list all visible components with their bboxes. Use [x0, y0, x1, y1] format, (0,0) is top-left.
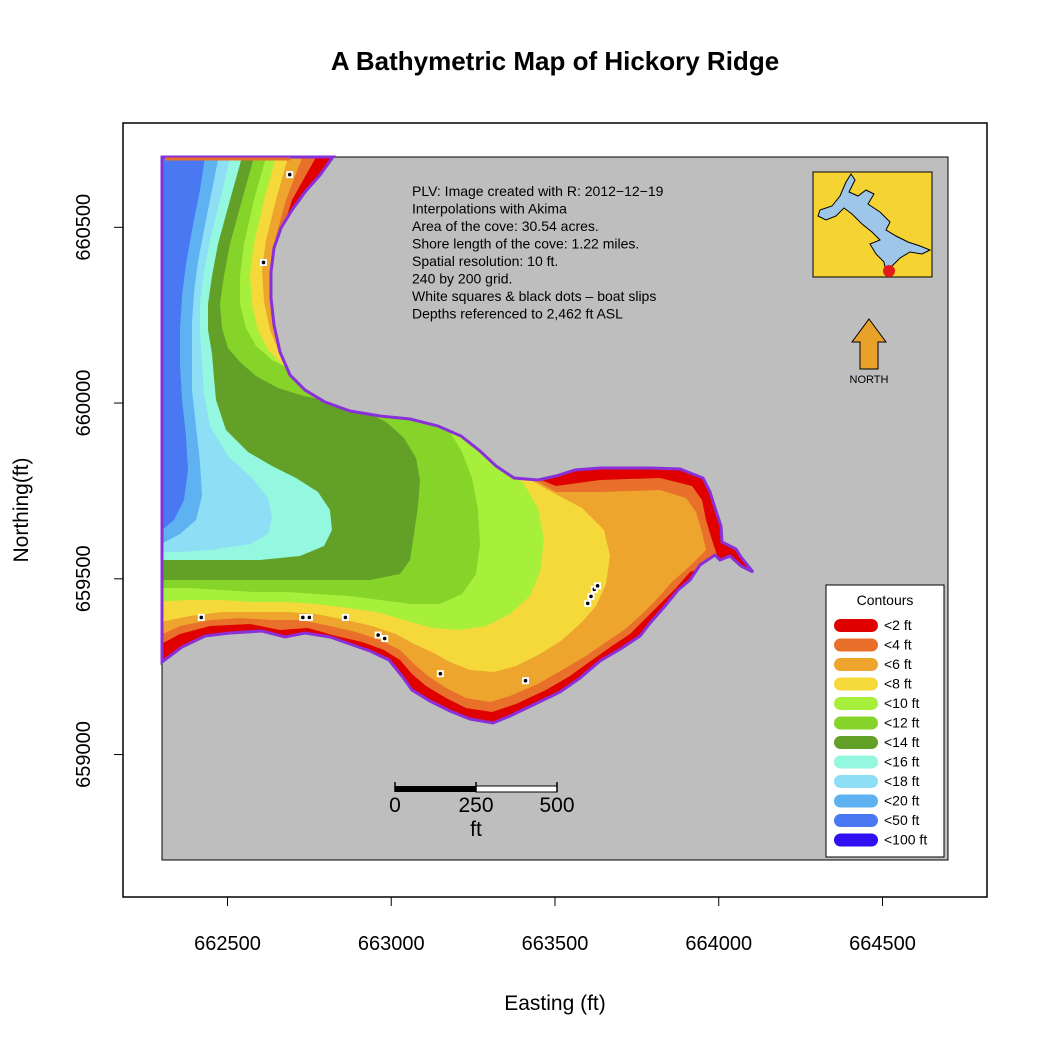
y-tick-label: 659500 [73, 545, 95, 612]
boat-slip-dot [523, 678, 528, 683]
boat-slip-dot [589, 594, 593, 599]
boat-slip-dot [343, 615, 348, 620]
legend-item-label: <14 ft [884, 734, 920, 750]
legend-swatch [834, 697, 878, 710]
scale-bar-label-500: 500 [539, 794, 574, 817]
north-arrow: NORTH [850, 318, 889, 386]
inset-location-marker [883, 265, 895, 277]
legend-items: <2 ft <4 ft <6 ft <8 ft <10 ft <12 ft <14 ft <1… [834, 617, 927, 848]
boat-slip-dot [261, 260, 266, 265]
map-note-line: Depths referenced to 2,462 ft ASL [412, 306, 623, 322]
legend-item-label: <4 ft [884, 637, 912, 653]
x-tick-label: 663000 [358, 933, 425, 955]
legend-swatch [834, 814, 878, 827]
x-axis: 662500 663000 663500 664000 664500 Easting (… [194, 896, 916, 1015]
legend-item-label: <8 ft [884, 676, 912, 692]
legend-swatch [834, 794, 878, 808]
scale-bar-label-250: 250 [458, 794, 493, 817]
x-axis-ticks: 662500 663000 663500 664000 664500 [194, 897, 916, 955]
map-note-line: 240 by 200 grid. [412, 271, 512, 287]
inset-lake-shape [817, 173, 932, 274]
map-note-line: White squares & black dots – boat slips [412, 288, 656, 304]
boat-slip-dot [585, 601, 590, 606]
contour-legend: Contours <2 ft <4 ft <6 ft <8 ft <10 ft <12 f… [825, 584, 945, 858]
boat-slip-dot [287, 172, 292, 177]
x-tick-label: 664500 [849, 933, 916, 955]
boat-slip-dot [307, 615, 312, 620]
scale-bar-label-0: 0 [389, 794, 401, 817]
y-axis-label: Northing(ft) [10, 457, 33, 562]
legend-swatch [834, 716, 878, 730]
x-axis-label: Easting (ft) [504, 992, 606, 1015]
legend-title: Contours [857, 592, 914, 608]
north-arrow-label: NORTH [850, 374, 889, 386]
x-tick-label: 663500 [522, 933, 589, 955]
map-note-line: PLV: Image created with R: 2012−12−19 [412, 183, 664, 199]
legend-swatch [834, 658, 878, 671]
legend-item-label: <10 ft [884, 695, 920, 711]
map-note-line: Area of the cove: 30.54 acres. [412, 218, 599, 234]
legend-item-label: <12 ft [884, 715, 920, 731]
map-notes: PLV: Image created with R: 2012−12−19 Int… [412, 183, 664, 322]
depth-fill-50ft [162, 157, 206, 536]
map-title: A Bathymetric Map of Hickory Ridge [331, 46, 779, 76]
boat-slip-dot [595, 584, 600, 588]
legend-item-label: <100 ft [884, 832, 927, 848]
map-note-line: Shore length of the cove: 1.22 miles. [412, 236, 639, 252]
boat-slip-dot [438, 671, 443, 676]
legend-item-label: <18 ft [884, 773, 920, 789]
y-tick-label: 660000 [73, 370, 95, 437]
legend-swatch [834, 736, 878, 749]
inset-map-frame [812, 171, 933, 278]
legend-item-label: <16 ft [884, 754, 920, 770]
y-tick-label: 660500 [73, 194, 95, 261]
map-note-line: Spatial resolution: 10 ft. [412, 253, 558, 269]
legend-item-label: <6 ft [884, 656, 912, 672]
x-tick-label: 664000 [685, 933, 752, 955]
cove-shoreline [160, 155, 755, 725]
inset-locator-map [812, 171, 933, 278]
scale-bar-hollow-segment [475, 785, 558, 793]
map-note-line: Interpolations with Akima [412, 201, 567, 217]
boat-slips [197, 171, 602, 685]
north-arrow-icon [851, 318, 887, 370]
legend-swatch [834, 638, 878, 652]
legend-item-label: <50 ft [884, 812, 920, 828]
y-axis-ticks: 659000 659500 660000 660500 [73, 194, 123, 788]
legend-swatch [834, 775, 878, 788]
legend-swatch [834, 755, 878, 769]
scale-bar-unit: ft [470, 818, 482, 841]
legend-item-label: <20 ft [884, 793, 920, 809]
y-tick-label: 659000 [73, 721, 95, 788]
boat-slip-dot [382, 636, 387, 641]
legend-swatch [834, 833, 878, 847]
y-axis: 659000 659500 660000 660500 Northing(ft) [10, 194, 124, 788]
scale-bar: 0 250 500 ft [389, 782, 575, 841]
scale-bar-solid-segment [395, 786, 476, 792]
legend-swatch [834, 619, 878, 632]
x-tick-label: 662500 [194, 933, 261, 955]
boat-slip-dot [376, 633, 380, 637]
legend-item-label: <2 ft [884, 617, 912, 633]
legend-swatch [834, 677, 878, 691]
boat-slip-dot [301, 615, 305, 620]
boat-slip-dot [199, 615, 204, 620]
